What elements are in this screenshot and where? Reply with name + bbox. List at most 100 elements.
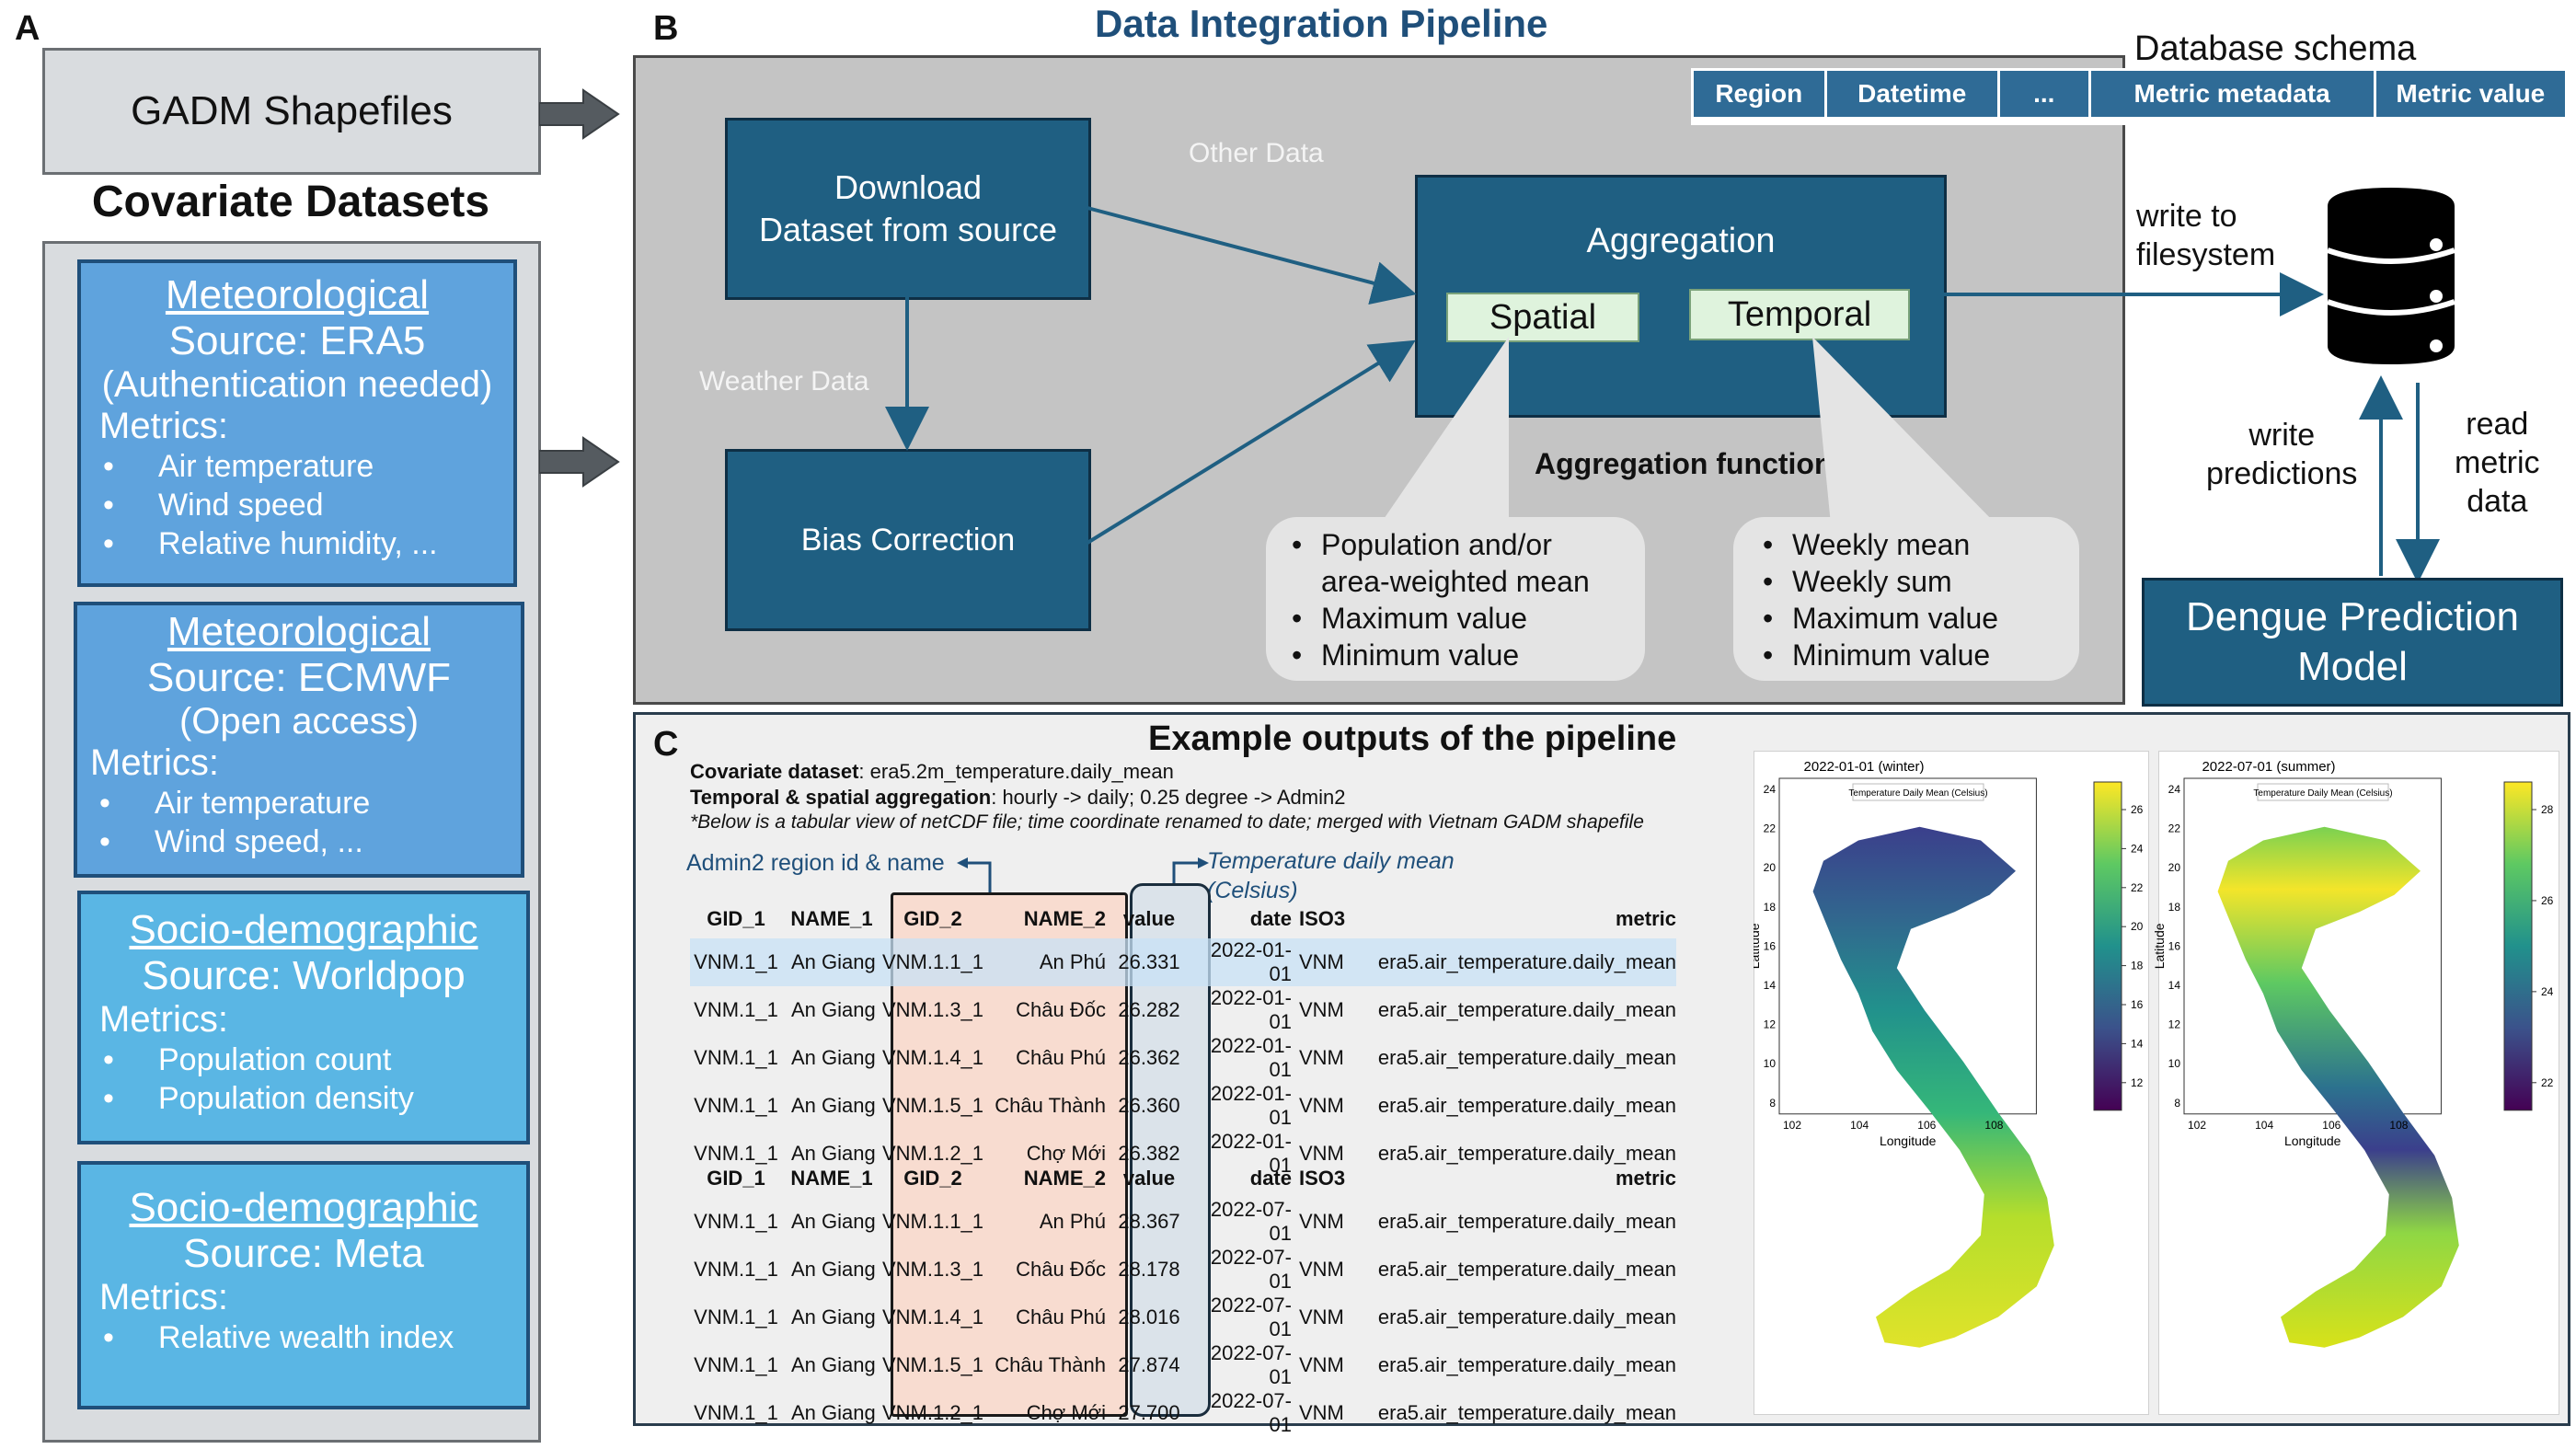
era5-metrics-list: Air temperature Wind speed Relative humi…: [81, 447, 513, 563]
table-header: GID_1 NAME_1 GID_2 NAME_2 value date ISO…: [690, 1159, 1676, 1198]
download-line1: Download: [834, 168, 983, 206]
schema-cell: Metric value: [2375, 71, 2565, 117]
y-tick-label: 22: [2168, 822, 2181, 835]
read-metric-line3: data: [2467, 484, 2528, 519]
worldpop-metrics-list: Population count Population density: [81, 1041, 526, 1118]
table-cell: era5.air_temperature.daily_mean: [1377, 998, 1676, 1021]
colorbar-tick-label: 28: [2541, 803, 2554, 816]
table-cell: Chợ Mới: [1026, 1142, 1106, 1165]
colorbar-tick-label: 14: [2131, 1037, 2144, 1050]
table-cell: VNM.1.4_1: [881, 1046, 984, 1069]
list-item: Relative humidity, ...: [99, 524, 513, 563]
column-header: NAME_1: [790, 907, 873, 930]
write-to-fs-line1: write to: [2136, 199, 2237, 234]
era5-access: (Authentication needed): [101, 364, 493, 405]
table-cell: An Giang: [791, 1305, 876, 1328]
vietnam-outline: [2217, 826, 2459, 1348]
table-row: VNM.1_1 An Giang VNM.1.4_1 Châu Phú 28.016 20…: [690, 1294, 1676, 1341]
table-cell: 28.367: [1118, 1210, 1180, 1233]
output-table-january: GID_1 NAME_1 GID_2 NAME_2 value date ISO…: [690, 900, 1676, 1178]
bias-correction-node: Bias Correction: [725, 449, 1091, 631]
table-cell: era5.air_temperature.daily_mean: [1377, 1401, 1676, 1424]
gadm-title: GADM Shapefiles: [131, 88, 453, 133]
annotation-arrows: [957, 857, 1209, 894]
column-header: value: [1122, 907, 1176, 930]
weather-data-label: Weather Data: [699, 366, 869, 397]
x-tick-label: 102: [1783, 1119, 1801, 1132]
meta-metrics-list: Relative wealth index: [81, 1318, 526, 1357]
table-cell: era5.air_temperature.daily_mean: [1377, 1353, 1676, 1376]
database-schema-table: Region Datetime ... Metric metadata Metr…: [1691, 68, 2565, 125]
table-cell: 26.362: [1118, 1046, 1180, 1069]
colorbar-tick-label: 24: [2131, 842, 2144, 855]
table-cell: VNM.1.1_1: [881, 1210, 984, 1233]
colorbar-tick-label: 26: [2541, 894, 2554, 907]
list-item: Relative wealth index: [99, 1318, 526, 1357]
x-tick-label: 108: [1984, 1119, 2003, 1132]
column-header: ISO3: [1299, 907, 1346, 930]
table-cell: Châu Phú: [1016, 1305, 1106, 1328]
schema-cell: Region: [1694, 71, 1827, 117]
table-row: VNM.1_1 An Giang VNM.1.5_1 Châu Thành 26.360…: [690, 1082, 1676, 1130]
panel-a-label: A: [15, 9, 40, 48]
gadm-arrow-icon: [539, 88, 620, 140]
table-row: VNM.1_1 An Giang VNM.1.4_1 Châu Phú 26.362 20…: [690, 1034, 1676, 1082]
table-cell: 28.178: [1118, 1258, 1180, 1281]
worldpop-box: Socio-demographic Source: Worldpop Metri…: [77, 891, 530, 1144]
map-ylabel: Latitude: [2152, 923, 2167, 969]
table-cell: VNM.1.3_1: [881, 1258, 984, 1281]
vietnam-map: [2217, 826, 2459, 1348]
list-item: Wind speed, ...: [96, 822, 521, 861]
column-header: date: [1249, 1167, 1292, 1190]
temperature-maps: 2022-01-01 (winter) Temperature Daily Mea…: [1754, 759, 2554, 1348]
list-item: Air temperature: [99, 447, 513, 486]
database-schema-label: Database schema: [2134, 29, 2417, 68]
table-cell: Châu Phú: [1016, 1046, 1106, 1069]
map-xlabel: Longitude: [2284, 1133, 2341, 1148]
write-predictions-label: write predictions: [2206, 416, 2357, 493]
column-header: GID_2: [903, 1167, 962, 1190]
schema-cell: Metric metadata: [2090, 71, 2376, 117]
colorbar-tick-label: 18: [2131, 960, 2144, 972]
temperature-annotation: Temperature daily mean (Celsius): [1207, 846, 1455, 905]
y-tick-label: 24: [1764, 783, 1777, 796]
y-tick-label: 18: [2168, 901, 2181, 914]
table-cell: An Giang: [791, 998, 876, 1021]
table-cell: An Phú: [1039, 950, 1106, 973]
column-header: GID_1: [707, 907, 765, 930]
y-tick-label: 18: [1764, 901, 1777, 914]
table-cell: VNM.1.1_1: [881, 950, 984, 973]
table-cell: era5.air_temperature.daily_mean: [1377, 1046, 1676, 1069]
table-row: VNM.1_1 An Giang VNM.1.1_1 An Phú 26.331 2022…: [690, 938, 1676, 986]
table-cell: 2022-07-01: [1210, 1341, 1292, 1388]
bias-correction-label: Bias Correction: [800, 522, 1016, 558]
netcdf-note: *Below is a tabular view of netCDF file;…: [690, 811, 1644, 833]
table-row: VNM.1_1 An Giang VNM.1.5_1 Châu Thành 27.874…: [690, 1341, 1676, 1389]
table-cell: VNM.1.2_1: [881, 1401, 984, 1424]
agg-label: Temporal & spatial aggregation: [690, 786, 992, 809]
colorbar-tick-label: 12: [2131, 1076, 2144, 1089]
table-cell: VNM: [1299, 1046, 1344, 1069]
schema-cell: ...: [1999, 71, 2091, 117]
table-cell: VNM.1.5_1: [881, 1094, 984, 1117]
write-to-filesystem-label: write to filesystem: [2136, 197, 2275, 274]
table-cell: An Giang: [791, 1094, 876, 1117]
download-line2: Dataset from source: [758, 211, 1058, 248]
y-tick-label: 16: [2168, 939, 2181, 952]
table-cell: era5.air_temperature.daily_mean: [1377, 1258, 1676, 1281]
map-title: 2022-07-01 (summer): [2202, 759, 2335, 775]
table-cell: VNM: [1299, 950, 1344, 973]
temporal-functions-bubble: Weekly mean Weekly sum Maximum value Min…: [1733, 517, 2079, 681]
column-header: ISO3: [1299, 1167, 1346, 1190]
panel-b-label: B: [653, 9, 679, 48]
map-legend: Temperature Daily Mean (Celsius): [1848, 788, 1987, 799]
ecmwf-access: (Open access): [178, 701, 420, 742]
column-header: GID_2: [903, 907, 962, 930]
colorbar-tick-label: 16: [2131, 998, 2144, 1011]
meta-source: Source: Meta: [183, 1231, 424, 1276]
write-to-fs-line2: filesystem: [2136, 237, 2276, 272]
temp-annotation-line2: (Celsius): [1207, 878, 1298, 903]
pipeline-arrows: [885, 206, 2440, 583]
colorbar: [2503, 781, 2533, 1111]
table-cell: VNM: [1299, 1258, 1344, 1281]
